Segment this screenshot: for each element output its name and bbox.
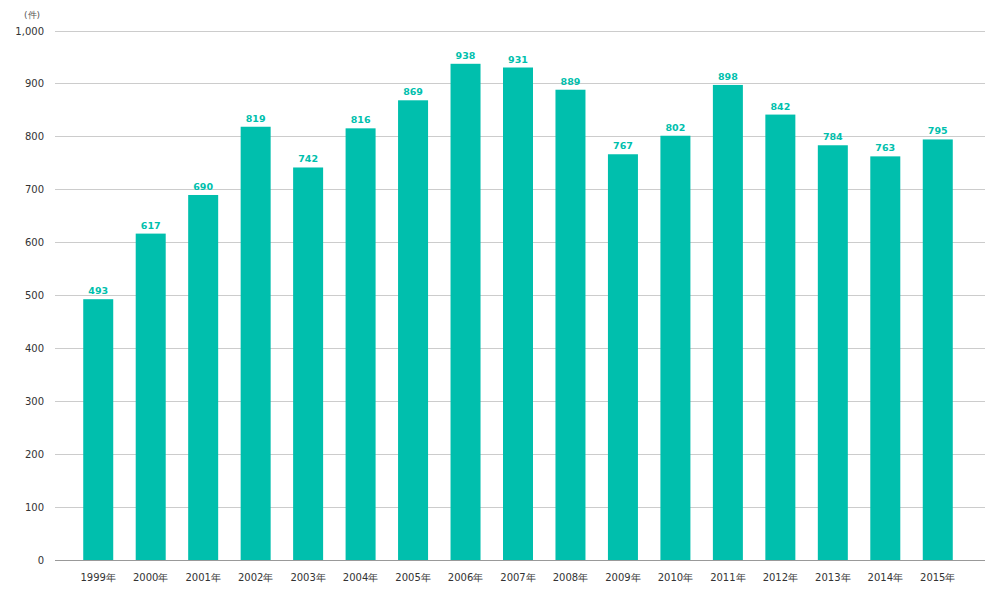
x-tick-label: 2000年 xyxy=(133,572,168,583)
data-label: 802 xyxy=(665,122,685,133)
data-label: 617 xyxy=(141,220,161,231)
data-label: 889 xyxy=(561,76,581,87)
x-tick-label: 2008年 xyxy=(553,572,588,583)
data-label: 763 xyxy=(875,142,895,153)
bar xyxy=(398,100,428,560)
x-tick-labels: 1999年 2000年 2001年 2002年 2003年 2004年 2005年 2006年… xyxy=(81,572,956,583)
x-tick-label: 2011年 xyxy=(710,572,745,583)
bar xyxy=(293,167,323,560)
y-tick-label: 500 xyxy=(25,290,44,301)
bar xyxy=(346,128,376,560)
bar xyxy=(818,145,848,560)
data-label: 784 xyxy=(823,131,843,142)
data-label: 795 xyxy=(928,125,948,136)
data-label: 767 xyxy=(613,140,633,151)
x-tick-label: 2003年 xyxy=(290,572,325,583)
bar xyxy=(503,68,533,560)
bar xyxy=(451,64,481,560)
bar xyxy=(660,136,690,560)
y-tick-label: 300 xyxy=(25,396,44,407)
x-tick-label: 2007年 xyxy=(500,572,535,583)
bar xyxy=(555,90,585,560)
bar xyxy=(923,139,953,560)
x-tick-label: 2005年 xyxy=(395,572,430,583)
x-tick-label: 2002年 xyxy=(238,572,273,583)
x-tick-label: 1999年 xyxy=(81,572,116,583)
y-tick-label: 100 xyxy=(25,502,44,513)
bars xyxy=(83,64,953,560)
x-tick-label: 2009年 xyxy=(605,572,640,583)
x-tick-label: 2015年 xyxy=(920,572,955,583)
x-tick-label: 2006年 xyxy=(448,572,483,583)
x-tick-label: 2004年 xyxy=(343,572,378,583)
data-label: 931 xyxy=(508,54,528,65)
chart-container: (件) 0 100 200 300 400 500 600 700 800 900 1,000 493 6… xyxy=(0,0,1000,600)
x-tick-label: 2012年 xyxy=(763,572,798,583)
y-tick-label: 200 xyxy=(25,449,44,460)
data-label: 869 xyxy=(403,86,423,97)
data-label: 842 xyxy=(770,101,790,112)
data-label: 819 xyxy=(246,113,266,124)
y-tick-label: 1,000 xyxy=(15,26,44,37)
y-tick-label: 600 xyxy=(25,237,44,248)
chart-svg: (件) 0 100 200 300 400 500 600 700 800 900 1,000 493 6… xyxy=(0,0,1000,600)
x-tick-label: 2010年 xyxy=(658,572,693,583)
grid xyxy=(55,31,985,560)
y-tick-label: 700 xyxy=(25,184,44,195)
data-labels: 493 617 690 819 742 816 869 938 931 889 767 802 898 8… xyxy=(88,50,947,296)
x-tick-label: 2014年 xyxy=(868,572,903,583)
bar xyxy=(713,85,743,560)
data-label: 493 xyxy=(88,285,108,296)
bar xyxy=(136,234,166,560)
y-tick-label: 900 xyxy=(25,78,44,89)
bar xyxy=(83,299,113,560)
bar xyxy=(870,156,900,560)
y-axis-label: (件) xyxy=(24,10,40,20)
x-tick-label: 2001年 xyxy=(185,572,220,583)
data-label: 742 xyxy=(298,153,318,164)
data-label: 690 xyxy=(193,181,213,192)
grid-line xyxy=(55,31,985,32)
y-tick-label: 800 xyxy=(25,131,44,142)
bar xyxy=(765,115,795,560)
bar xyxy=(188,195,218,560)
y-tick-label: 0 xyxy=(38,555,44,566)
bar xyxy=(608,154,638,560)
y-tick-labels: 0 100 200 300 400 500 600 700 800 900 1,000 xyxy=(15,26,44,566)
data-label: 816 xyxy=(351,114,371,125)
y-tick-label: 400 xyxy=(25,343,44,354)
bar xyxy=(241,127,271,560)
data-label: 898 xyxy=(718,71,738,82)
data-label: 938 xyxy=(456,50,476,61)
x-tick-label: 2013年 xyxy=(815,572,850,583)
